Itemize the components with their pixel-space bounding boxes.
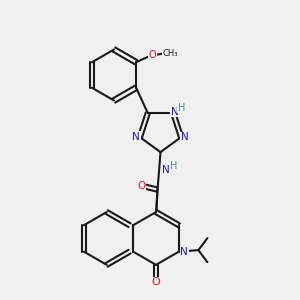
Text: H: H — [178, 103, 185, 112]
Text: N: N — [133, 132, 140, 142]
Text: O: O — [149, 50, 156, 60]
Text: CH₃: CH₃ — [163, 49, 178, 58]
Text: H: H — [170, 161, 177, 171]
Text: N: N — [180, 247, 188, 256]
Text: O: O — [152, 277, 160, 287]
Text: N: N — [162, 165, 170, 175]
Text: N: N — [171, 106, 178, 116]
Text: O: O — [137, 181, 146, 191]
Text: N: N — [181, 132, 188, 142]
